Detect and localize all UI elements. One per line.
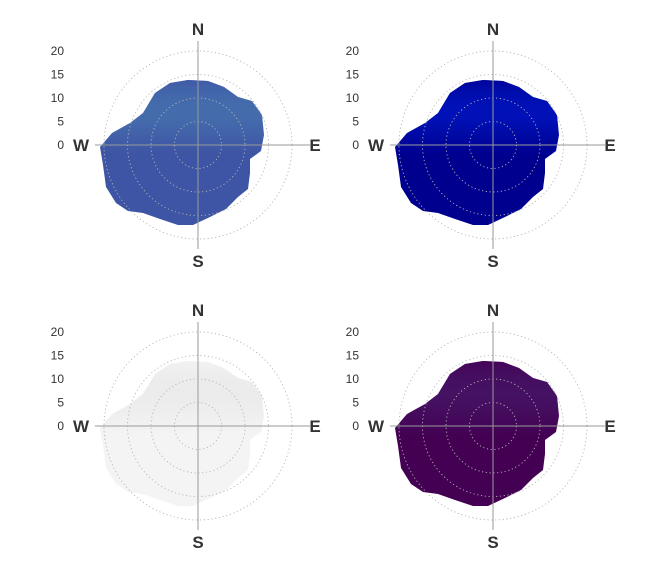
- polar-panel-jet: 0 5 10 15 20 N E S W: [346, 20, 616, 271]
- radial-tick-label: 5: [57, 115, 64, 129]
- polar-panel-spectral: 0 5 10 15 20 N E S W: [51, 20, 321, 271]
- compass-label-w: W: [73, 417, 90, 436]
- heatmap-surface: [395, 80, 559, 225]
- compass-label-w: W: [73, 136, 90, 155]
- heatmap-surface: [100, 80, 264, 225]
- radial-tick-label: 20: [51, 325, 65, 339]
- compass-label-w: W: [368, 417, 385, 436]
- compass-label-n: N: [487, 20, 499, 39]
- radial-tick-label: 15: [51, 68, 65, 82]
- heatmap-north-shade: [100, 361, 264, 446]
- radial-tick-label: 20: [346, 44, 360, 58]
- polar-panel-greyscale: 0 5 10 15 20 N E S W: [51, 301, 321, 552]
- compass-label-n: N: [192, 301, 204, 320]
- radial-tick-label: 10: [51, 91, 65, 105]
- heatmap-north-shade: [100, 80, 264, 165]
- radial-tick-label: 0: [57, 419, 64, 433]
- compass-label-s: S: [192, 252, 203, 271]
- compass-label-e: E: [604, 417, 615, 436]
- heatmap-surface: [100, 361, 264, 506]
- radial-tick-label: 20: [51, 44, 65, 58]
- compass-label-w: W: [368, 136, 385, 155]
- radial-tick-label: 5: [352, 115, 359, 129]
- polar-panel-viridis: 0 5 10 15 20 N E S W: [346, 301, 616, 552]
- radial-tick-label: 15: [346, 68, 360, 82]
- radial-tick-label: 5: [57, 396, 64, 410]
- heatmap-north-shade: [395, 80, 559, 165]
- radial-tick-label: 10: [346, 372, 360, 386]
- radial-tick-label: 20: [346, 325, 360, 339]
- radial-tick-label: 5: [352, 396, 359, 410]
- compass-label-s: S: [487, 533, 498, 552]
- radial-tick-label: 0: [57, 138, 64, 152]
- compass-label-s: S: [192, 533, 203, 552]
- heatmap-surface: [395, 361, 559, 506]
- compass-label-s: S: [487, 252, 498, 271]
- radial-tick-label: 0: [352, 138, 359, 152]
- radial-tick-label: 0: [352, 419, 359, 433]
- heatmap-north-shade: [395, 361, 559, 446]
- compass-label-n: N: [487, 301, 499, 320]
- radial-tick-label: 10: [51, 372, 65, 386]
- compass-label-e: E: [309, 136, 320, 155]
- radial-tick-label: 15: [346, 349, 360, 363]
- radial-tick-label: 10: [346, 91, 360, 105]
- compass-label-n: N: [192, 20, 204, 39]
- radial-tick-label: 15: [51, 349, 65, 363]
- compass-label-e: E: [309, 417, 320, 436]
- compass-label-e: E: [604, 136, 615, 155]
